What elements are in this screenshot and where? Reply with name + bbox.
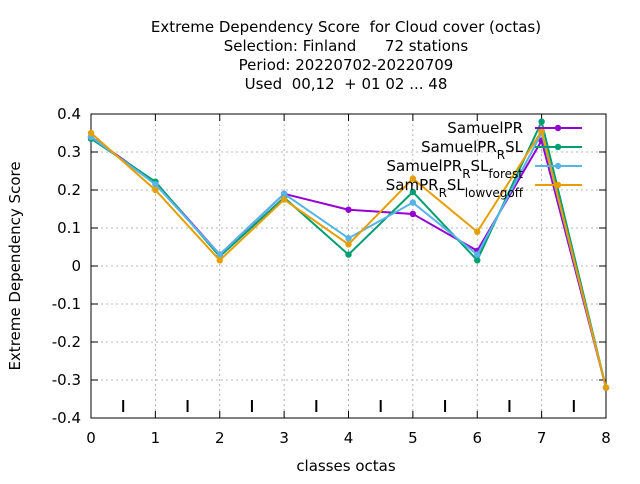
data-point	[602, 384, 610, 391]
data-point	[87, 129, 95, 137]
y-tick-label: -0.1	[52, 295, 81, 313]
x-tick-label: 4	[344, 429, 354, 447]
legend-marker	[554, 143, 562, 151]
data-point	[409, 210, 417, 218]
x-tick-label: 5	[408, 429, 418, 447]
data-point	[280, 190, 288, 197]
legend-label: SamuelPRRSL	[421, 138, 524, 162]
legend-marker	[554, 124, 562, 132]
legend-entry-3: SamuelPRRSLforest	[386, 157, 582, 181]
data-point	[474, 257, 481, 264]
data-point	[345, 241, 352, 248]
title-line-1: Extreme Dependency Score for Cloud cover…	[151, 18, 541, 36]
legend-marker	[554, 162, 562, 170]
title-line-4: Used 00,12 + 01 02 ... 48	[245, 75, 448, 93]
legend-label: SamPRRSLlowvegoff	[386, 176, 524, 200]
y-tick-label: 0.2	[57, 181, 81, 199]
y-tick-label: -0.2	[52, 333, 81, 351]
data-point	[409, 199, 417, 206]
x-tick-label: 8	[601, 429, 611, 447]
series	[87, 118, 610, 391]
series-4	[87, 127, 610, 391]
data-point	[152, 181, 159, 188]
axes: 0 1 2 3 4 5 6 7 8 -0.4 -0.3 -0.2 -0.1 0 0.1 0.2 0.3 0.4	[52, 105, 611, 447]
data-point	[409, 188, 417, 196]
data-point	[280, 196, 288, 203]
legend-entry-4: SamPRRSLlowvegoff	[386, 176, 582, 200]
data-point	[538, 127, 545, 135]
y-tick-label: 0.1	[57, 219, 81, 237]
data-point	[216, 251, 223, 258]
x-axis-label: classes octas	[296, 457, 396, 475]
x-tick-label: 6	[472, 429, 482, 447]
legend-label: SamuelPRRSLforest	[386, 157, 523, 181]
y-tick-label: 0.3	[57, 143, 81, 161]
data-point	[152, 186, 159, 194]
x-tick-label: 2	[215, 429, 225, 447]
x-tick-label: 3	[279, 429, 289, 447]
y-tick-label: -0.4	[52, 409, 81, 427]
series-1	[87, 133, 610, 391]
legend: SamuelPRSamuelPRRSLSamuelPRRSLforestSamP…	[386, 119, 582, 200]
data-point	[345, 251, 352, 258]
x-tick-label: 0	[86, 429, 96, 447]
title-line-3: Period: 20220702-20220709	[239, 56, 454, 74]
x-tick-label: 1	[151, 429, 161, 447]
legend-marker	[554, 181, 562, 189]
data-point	[345, 235, 352, 242]
data-point	[538, 118, 545, 125]
legend-entry-2: SamuelPRRSL	[421, 138, 582, 162]
chart-title: Extreme Dependency Score for Cloud cover…	[151, 18, 541, 93]
legend-label: SamuelPR	[447, 119, 523, 137]
legend-entry-1: SamuelPR	[447, 119, 582, 137]
grid	[91, 114, 606, 418]
title-line-2: Selection: Finland 72 stations	[224, 37, 469, 55]
data-point	[474, 251, 481, 258]
y-tick-label: 0	[71, 257, 81, 275]
data-point	[216, 257, 223, 264]
x-tick-label: 7	[537, 429, 547, 447]
y-axis-label: Extreme Dependency Score	[6, 161, 24, 370]
data-point	[345, 206, 352, 213]
data-point	[474, 228, 481, 235]
data-point	[409, 175, 417, 182]
y-tick-label: 0.4	[57, 105, 81, 123]
y-tick-label: -0.3	[52, 371, 81, 389]
